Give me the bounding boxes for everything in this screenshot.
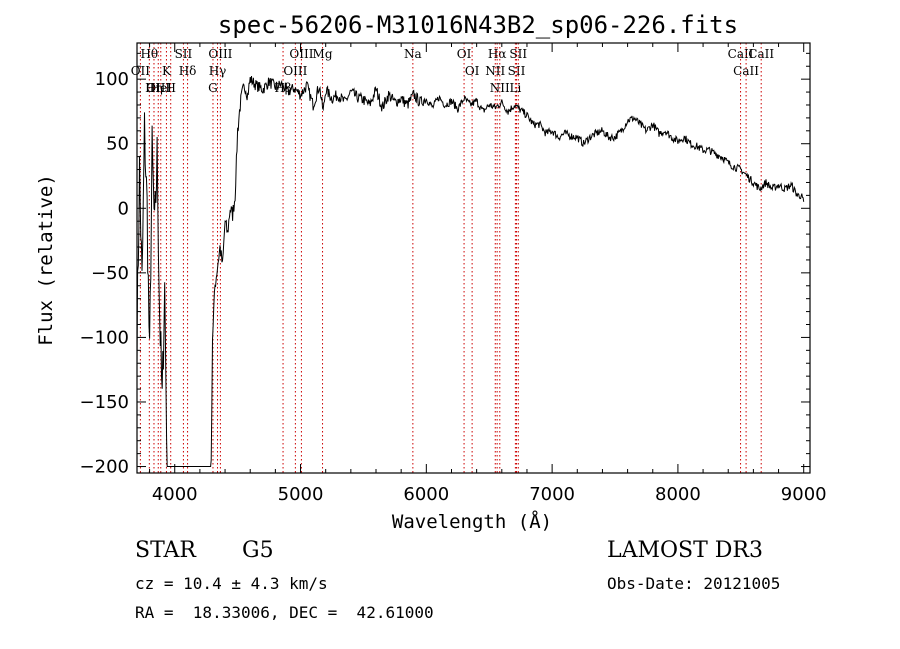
- y-tick-label: −150: [80, 392, 129, 413]
- x-tick-label: 4000: [152, 484, 198, 505]
- emission-line-label: CaII: [728, 47, 754, 61]
- spectrum-chart: spec-56206-M31016N43B2_sp06-226.fits Hθ O…: [35, 11, 827, 533]
- survey-label: LAMOST DR3: [607, 538, 763, 563]
- emission-line-label: Hθ: [140, 47, 158, 61]
- emission-line-label: OIII: [289, 47, 313, 61]
- y-tick-label: −200: [80, 457, 129, 478]
- y-axis-label: Flux (relative): [35, 174, 57, 346]
- emission-line-label: H: [165, 81, 175, 95]
- spectrum-line: [136, 75, 805, 467]
- emission-line-label: G: [208, 81, 218, 95]
- y-tick-label: −100: [80, 327, 129, 348]
- emission-line-label: NII: [485, 64, 505, 78]
- ticks-layer: 4000 5000 6000 7000 8000 9000 −200 −150 −100 −50 0…: [80, 43, 827, 505]
- emission-line-label: SII: [175, 47, 193, 61]
- emission-line-label: OIII: [208, 47, 232, 61]
- x-axis-label: Wavelength (Å): [392, 510, 552, 533]
- obs-date-line: Obs-Date: 20121005: [607, 574, 781, 593]
- emission-line-label: CaII: [733, 64, 759, 78]
- emission-lines-layer: HθOIIOIIIKHeIHηSIIHHδOIIIHγGOIIIOIIIHβMg…: [131, 43, 774, 473]
- emission-line-label: Mg: [313, 47, 333, 61]
- x-tick-label: 7000: [529, 484, 575, 505]
- emission-line-label: Li: [509, 81, 521, 95]
- emission-line-label: OI: [465, 64, 480, 78]
- x-tick-label: 9000: [781, 484, 827, 505]
- emission-line-label: OII: [131, 64, 151, 78]
- x-tick-label: 8000: [655, 484, 701, 505]
- emission-line-label: OIII: [146, 81, 170, 95]
- emission-line-label: HeI: [150, 81, 173, 95]
- emission-line-label: SII: [509, 47, 527, 61]
- y-tick-label: 100: [95, 69, 129, 90]
- y-tick-label: −50: [91, 263, 129, 284]
- emission-line-label: NII: [490, 81, 510, 95]
- coordinates-line: RA = 18.33006, DEC = 42.61000: [135, 603, 434, 622]
- emission-line-label: OI: [457, 47, 472, 61]
- plot-frame: [136, 42, 811, 474]
- emission-line-label: K: [162, 64, 172, 78]
- emission-line-label: Hδ: [179, 64, 197, 78]
- x-tick-label: 6000: [403, 484, 449, 505]
- chart-title: spec-56206-M31016N43B2_sp06-226.fits: [218, 11, 738, 39]
- emission-line-label: Na: [404, 47, 422, 61]
- emission-line-label: SII: [508, 64, 526, 78]
- x-tick-label: 5000: [278, 484, 324, 505]
- object-subclass: G5: [242, 538, 274, 563]
- emission-line-label: Hη: [145, 81, 163, 95]
- emission-line-label: Hα: [488, 47, 507, 61]
- y-tick-label: 50: [106, 134, 129, 155]
- emission-line-label: CaII: [748, 47, 774, 61]
- emission-line-label: OIII: [283, 64, 307, 78]
- object-class: STAR: [135, 538, 196, 563]
- y-tick-label: 0: [118, 198, 129, 219]
- plot-layer: [136, 75, 805, 467]
- emission-line-label: Hγ: [209, 64, 227, 78]
- redshift-line: cz = 10.4 ± 4.3 km/s: [135, 574, 328, 593]
